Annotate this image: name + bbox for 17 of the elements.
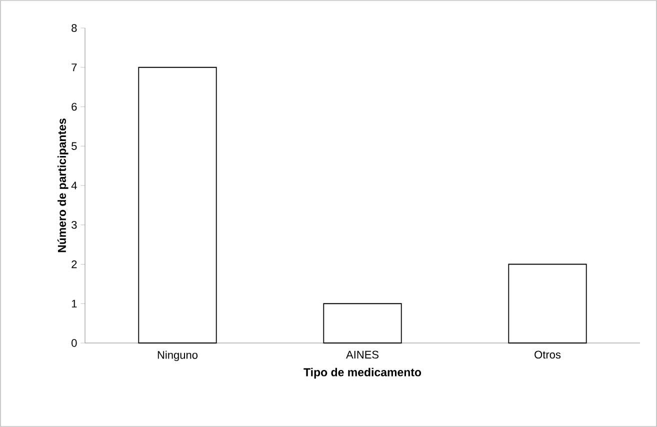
y-tick-label: 3 [72,220,77,229]
y-tick-label: 4 [71,182,77,190]
bar [323,303,402,344]
x-axis-title: Tipo de medicamento [304,368,422,379]
bar [138,66,217,344]
bar [508,264,587,344]
y-tick-label: 0 [72,339,77,347]
x-tick-label: AINES [346,350,378,359]
y-tick-label: 7 [72,64,77,72]
y-axis-title: Número de participantes [57,118,68,252]
x-tick-label: Ninguno [158,350,198,362]
y-tick-label: 1 [72,300,77,308]
y-tick-label: 8 [72,24,77,32]
y-tick-label: 2 [72,260,77,268]
y-tick-label: 5 [72,142,77,150]
x-tick-label: Otros [534,350,561,359]
y-tick-label: 6 [72,102,77,111]
